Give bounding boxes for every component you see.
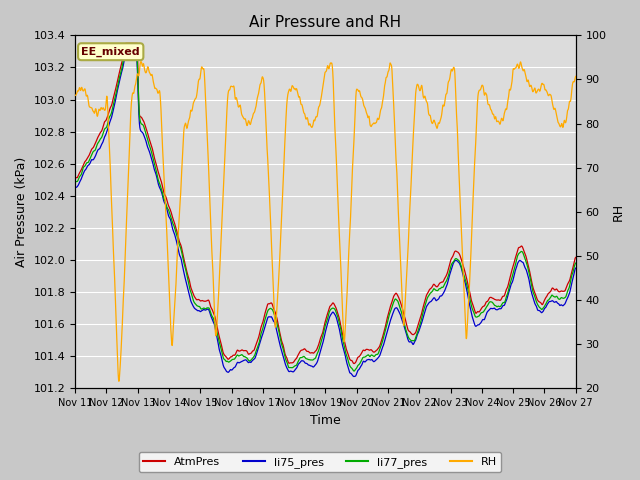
Text: EE_mixed: EE_mixed	[81, 47, 140, 57]
Y-axis label: Air Pressure (kPa): Air Pressure (kPa)	[15, 156, 28, 267]
X-axis label: Time: Time	[310, 414, 341, 427]
Legend: AtmPres, li75_pres, li77_pres, RH: AtmPres, li75_pres, li77_pres, RH	[139, 452, 501, 472]
Y-axis label: RH: RH	[612, 203, 625, 221]
Title: Air Pressure and RH: Air Pressure and RH	[250, 15, 401, 30]
